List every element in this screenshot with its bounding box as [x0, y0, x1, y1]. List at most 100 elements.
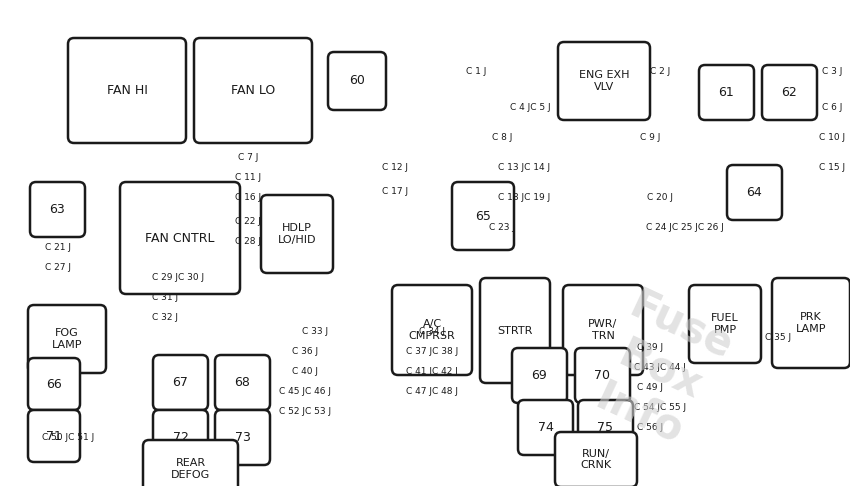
Text: FAN LO: FAN LO	[231, 84, 275, 97]
FancyBboxPatch shape	[518, 400, 573, 455]
Text: C 8 J: C 8 J	[492, 134, 513, 142]
FancyBboxPatch shape	[555, 432, 637, 486]
Text: C 39 J: C 39 J	[637, 344, 663, 352]
Text: C 1 J: C 1 J	[466, 68, 486, 76]
FancyBboxPatch shape	[689, 285, 761, 363]
Text: C 40 J: C 40 J	[292, 367, 318, 377]
Text: 67: 67	[173, 376, 189, 389]
Text: C 45 JC 46 J: C 45 JC 46 J	[279, 387, 331, 397]
Text: C 31 J: C 31 J	[152, 294, 178, 302]
Text: ENG EXH
VLV: ENG EXH VLV	[579, 70, 629, 92]
FancyBboxPatch shape	[480, 278, 550, 383]
Text: C 41 JC 42 J: C 41 JC 42 J	[406, 367, 458, 377]
FancyBboxPatch shape	[558, 42, 650, 120]
Text: C 37 JC 38 J: C 37 JC 38 J	[405, 347, 458, 357]
Text: C 6 J: C 6 J	[822, 104, 842, 112]
Text: C 29 JC 30 J: C 29 JC 30 J	[152, 274, 204, 282]
Text: C 50 JC 51 J: C 50 JC 51 J	[42, 434, 94, 442]
Text: C 2 J: C 2 J	[650, 68, 670, 76]
Text: 72: 72	[173, 431, 189, 444]
FancyBboxPatch shape	[28, 358, 80, 410]
Text: 75: 75	[598, 421, 614, 434]
FancyBboxPatch shape	[153, 410, 208, 465]
Text: 69: 69	[531, 369, 547, 382]
FancyBboxPatch shape	[699, 65, 754, 120]
Text: C 28 J: C 28 J	[235, 238, 261, 246]
FancyBboxPatch shape	[153, 355, 208, 410]
Text: 62: 62	[782, 86, 797, 99]
Text: C 9 J: C 9 J	[640, 134, 660, 142]
Text: FAN HI: FAN HI	[106, 84, 147, 97]
Text: 73: 73	[235, 431, 251, 444]
Text: Fuse
Box
Info: Fuse Box Info	[581, 284, 739, 456]
Text: 74: 74	[537, 421, 553, 434]
Text: C 47 JC 48 J: C 47 JC 48 J	[406, 387, 458, 397]
Text: C 36 J: C 36 J	[292, 347, 318, 357]
Text: C 7 J: C 7 J	[238, 154, 258, 162]
Text: FOG
LAMP: FOG LAMP	[52, 328, 82, 350]
Text: C 32 J: C 32 J	[152, 313, 178, 323]
FancyBboxPatch shape	[563, 285, 643, 375]
FancyBboxPatch shape	[727, 165, 782, 220]
Text: C 18 JC 19 J: C 18 JC 19 J	[498, 193, 550, 203]
FancyBboxPatch shape	[328, 52, 386, 110]
Text: 66: 66	[46, 378, 62, 390]
FancyBboxPatch shape	[28, 305, 106, 373]
Text: C 24 JC 25 JC 26 J: C 24 JC 25 JC 26 J	[646, 224, 724, 232]
FancyBboxPatch shape	[452, 182, 514, 250]
Text: C 35 J: C 35 J	[765, 333, 791, 343]
Text: PWR/
TRN: PWR/ TRN	[588, 319, 618, 341]
FancyBboxPatch shape	[512, 348, 567, 403]
FancyBboxPatch shape	[28, 410, 80, 462]
Text: C 16 J: C 16 J	[235, 193, 261, 203]
FancyBboxPatch shape	[575, 348, 630, 403]
Text: C 10 J: C 10 J	[819, 134, 845, 142]
Text: RUN/
CRNK: RUN/ CRNK	[581, 449, 611, 470]
Text: C 43 JC 44 J: C 43 JC 44 J	[634, 364, 686, 372]
Text: C 12 J: C 12 J	[382, 163, 408, 173]
Text: 71: 71	[46, 430, 62, 442]
Text: C 20 J: C 20 J	[647, 193, 673, 203]
Text: C 22 J: C 22 J	[235, 218, 261, 226]
FancyBboxPatch shape	[578, 400, 633, 455]
Text: C 27 J: C 27 J	[45, 263, 71, 273]
Text: C 54 JC 55 J: C 54 JC 55 J	[634, 403, 686, 413]
Text: A/C
CMPRSR: A/C CMPRSR	[409, 319, 456, 341]
FancyBboxPatch shape	[762, 65, 817, 120]
FancyBboxPatch shape	[143, 440, 238, 486]
Text: C 33 J: C 33 J	[302, 328, 328, 336]
Text: PRK
LAMP: PRK LAMP	[796, 312, 826, 334]
FancyBboxPatch shape	[215, 355, 270, 410]
Text: C 11 J: C 11 J	[235, 174, 261, 183]
Text: 65: 65	[475, 209, 491, 223]
Text: REAR
DEFOG: REAR DEFOG	[171, 458, 210, 480]
FancyBboxPatch shape	[194, 38, 312, 143]
FancyBboxPatch shape	[30, 182, 85, 237]
Text: C 34 J: C 34 J	[419, 328, 445, 336]
Text: C 15 J: C 15 J	[819, 163, 845, 173]
FancyBboxPatch shape	[215, 410, 270, 465]
Text: C 3 J: C 3 J	[822, 68, 842, 76]
Text: 64: 64	[746, 186, 762, 199]
Text: C 52 JC 53 J: C 52 JC 53 J	[279, 407, 331, 417]
Text: STRTR: STRTR	[497, 326, 533, 335]
Text: 60: 60	[349, 74, 365, 87]
Text: C 49 J: C 49 J	[637, 383, 663, 393]
Text: 68: 68	[235, 376, 251, 389]
Text: C 23 J: C 23 J	[489, 224, 515, 232]
FancyBboxPatch shape	[772, 278, 850, 368]
FancyBboxPatch shape	[392, 285, 472, 375]
Text: FAN CNTRL: FAN CNTRL	[145, 231, 215, 244]
FancyBboxPatch shape	[120, 182, 240, 294]
Text: C 17 J: C 17 J	[382, 188, 408, 196]
FancyBboxPatch shape	[261, 195, 333, 273]
Text: 70: 70	[594, 369, 610, 382]
Text: 61: 61	[718, 86, 734, 99]
Text: C 56 J: C 56 J	[637, 423, 663, 433]
Text: HDLP
LO/HID: HDLP LO/HID	[278, 223, 316, 245]
Text: C 4 JC 5 J: C 4 JC 5 J	[510, 104, 550, 112]
Text: C 21 J: C 21 J	[45, 243, 71, 253]
Text: 63: 63	[49, 203, 65, 216]
Text: C 13 JC 14 J: C 13 JC 14 J	[498, 163, 550, 173]
FancyBboxPatch shape	[68, 38, 186, 143]
